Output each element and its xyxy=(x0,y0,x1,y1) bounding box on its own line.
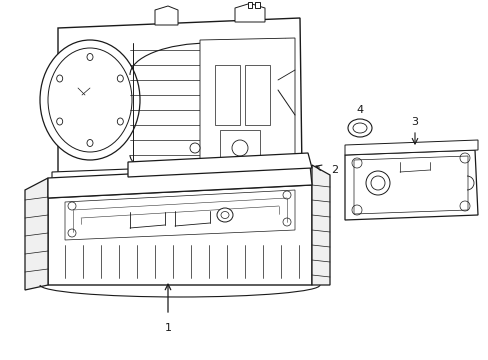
Ellipse shape xyxy=(40,40,140,160)
Ellipse shape xyxy=(221,211,228,219)
Text: 3: 3 xyxy=(411,117,418,127)
Ellipse shape xyxy=(57,118,62,125)
Ellipse shape xyxy=(87,54,93,60)
Polygon shape xyxy=(220,130,260,160)
Polygon shape xyxy=(155,6,178,25)
Text: 1: 1 xyxy=(164,323,171,333)
Polygon shape xyxy=(128,153,311,177)
Text: 2: 2 xyxy=(331,165,338,175)
Polygon shape xyxy=(235,4,264,22)
Polygon shape xyxy=(311,165,329,285)
Ellipse shape xyxy=(365,171,389,195)
Polygon shape xyxy=(247,2,251,8)
Polygon shape xyxy=(215,65,240,125)
Polygon shape xyxy=(58,18,302,175)
Ellipse shape xyxy=(217,208,232,222)
Ellipse shape xyxy=(57,75,62,82)
Ellipse shape xyxy=(117,75,123,82)
Ellipse shape xyxy=(231,140,247,156)
Text: 4: 4 xyxy=(356,105,363,115)
Polygon shape xyxy=(25,178,48,290)
Polygon shape xyxy=(244,65,269,125)
Polygon shape xyxy=(345,150,477,220)
Polygon shape xyxy=(48,165,311,198)
Ellipse shape xyxy=(190,143,200,153)
Ellipse shape xyxy=(347,119,371,137)
Polygon shape xyxy=(345,140,477,155)
Ellipse shape xyxy=(370,176,384,190)
Ellipse shape xyxy=(117,118,123,125)
Ellipse shape xyxy=(352,123,366,133)
Ellipse shape xyxy=(87,139,93,147)
Polygon shape xyxy=(254,2,260,8)
Ellipse shape xyxy=(48,48,132,152)
Polygon shape xyxy=(48,185,311,285)
Polygon shape xyxy=(52,162,309,188)
Polygon shape xyxy=(200,38,294,170)
